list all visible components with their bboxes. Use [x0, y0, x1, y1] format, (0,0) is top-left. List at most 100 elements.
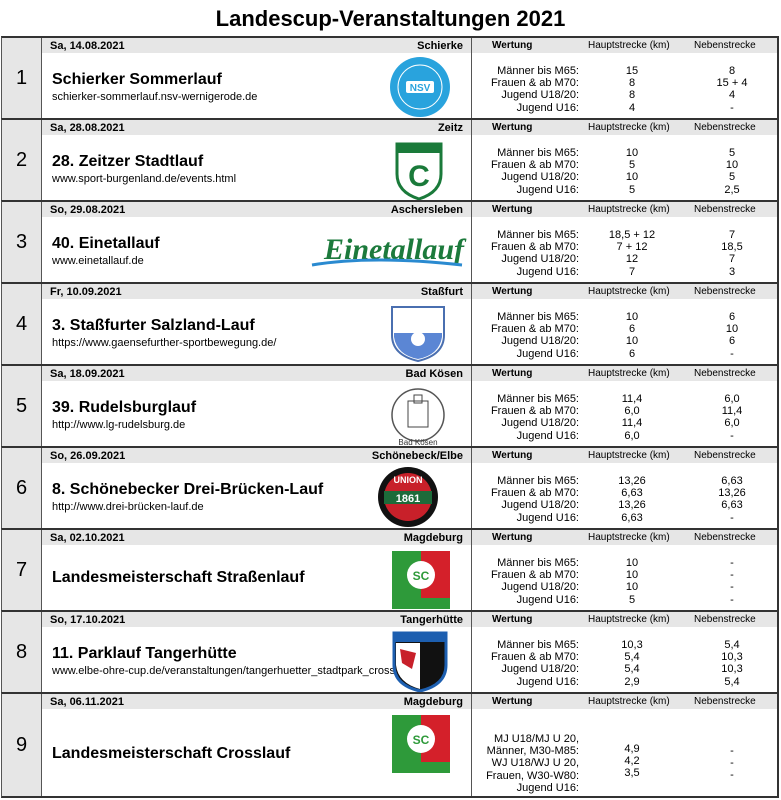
secondary-distance: - — [730, 569, 734, 582]
main-distance: 5,4 — [624, 651, 640, 664]
secondary-distance: 5,4 — [724, 675, 740, 688]
secondary-distance: 8 — [728, 65, 736, 77]
wertung-header: Wertung — [492, 614, 533, 625]
page-title: Landescup-Veranstaltungen 2021 — [215, 6, 566, 31]
secondary-distance: 10 — [725, 323, 739, 336]
category-label: MJ U18/MJ U 20, — [494, 733, 579, 745]
event-info: Sa, 06.11.2021 Magdeburg Landesmeistersch… — [42, 694, 472, 796]
event-row: 9 Sa, 06.11.2021 Magdeburg Landesmeisters… — [1, 692, 779, 798]
event-url[interactable]: http://www.drei-brücken-lauf.de — [52, 501, 204, 513]
category-label: Frauen & ab M70: — [490, 159, 579, 172]
event-title: 39. Rudelsburglauf — [52, 399, 197, 416]
secondary-distance: 6,63 — [721, 499, 743, 512]
secondary-distance: 7 — [728, 253, 736, 266]
category-label: Jugend U18/20: — [501, 663, 579, 676]
main-distance: 5 — [628, 593, 636, 606]
event-date: Sa, 18.09.2021 — [50, 368, 125, 380]
category-label: Jugend U18/20: — [501, 417, 579, 430]
einetallauf-logo: Einetallauf — [310, 225, 470, 276]
main-distance: 3,5 — [624, 767, 640, 780]
distances-panel: Wertung Hauptstrecke (km) Nebenstrecke (… — [472, 612, 777, 692]
haupt-header: Hauptstrecke (km) — [588, 286, 670, 297]
category-label: Jugend U16: — [516, 101, 579, 114]
main-distance: 10 — [625, 557, 639, 569]
event-row: 8 So, 17.10.2021 Tangerhütte 11. Parklauf… — [1, 610, 779, 693]
category-label: Frauen & ab M70: — [490, 651, 579, 664]
category-label: Jugend U18/20: — [501, 335, 579, 348]
main-distance: 6,0 — [624, 429, 640, 442]
category-label: Männer bis M65: — [497, 475, 579, 487]
event-number: 8 — [2, 612, 42, 692]
category-label: Männer bis M65: — [497, 557, 579, 569]
main-distance: 4 — [628, 101, 636, 114]
category-label: Männer bis M65: — [497, 229, 579, 241]
category-label: Jugend U18/20: — [501, 581, 579, 594]
category-label: Jugend U16: — [516, 265, 579, 278]
category-label: Jugend U16: — [516, 781, 579, 794]
wertung-header: Wertung — [492, 450, 533, 461]
event-title: 3. Staßfurter Salzland-Lauf — [52, 317, 255, 334]
category-label: Jugend U16: — [516, 675, 579, 688]
event-url[interactable]: www.sport-burgenland.de/events.html — [52, 173, 237, 185]
event-url[interactable]: https://www.gaensefurther-sportbewegung.… — [52, 337, 277, 349]
category-label: Männer bis M65: — [497, 311, 579, 323]
category-label: Frauen, W30-W80: — [486, 769, 579, 782]
main-distance: 11,4 — [621, 393, 643, 405]
svg-text:SC: SC — [413, 733, 430, 747]
category-label: Jugend U18/20: — [501, 171, 579, 184]
event-title: Landesmeisterschaft Straßenlauf — [52, 569, 305, 586]
main-distance: 4,2 — [624, 755, 640, 768]
main-distance: 6,0 — [624, 405, 640, 418]
event-date: So, 26.09.2021 — [50, 450, 126, 462]
secondary-distance: - — [730, 745, 734, 757]
secondary-distance: 2,5 — [724, 183, 740, 196]
wertung-header: Wertung — [492, 204, 533, 215]
secondary-distance: 7 — [728, 229, 736, 241]
secondary-distance: - — [730, 347, 734, 360]
main-distance: 10 — [625, 171, 639, 184]
union-1861-schoenebeck-logo: 1861 UNION — [376, 465, 440, 534]
gaensefurther-sportbewegung-logo — [388, 303, 448, 368]
main-distance: 7 + 12 — [616, 241, 648, 254]
event-title: 8. Schönebecker Drei-Brücken-Lauf — [52, 481, 324, 498]
secondary-distance: - — [730, 769, 734, 782]
svg-text:C: C — [408, 160, 430, 193]
haupt-header: Hauptstrecke (km) — [588, 450, 670, 461]
main-distance: 12 — [625, 253, 639, 266]
event-date: So, 17.10.2021 — [50, 614, 126, 626]
event-row: 7 Sa, 02.10.2021 Magdeburg Landesmeisters… — [1, 528, 779, 610]
distances-panel: Wertung Hauptstrecke (km) Nebenstrecke (… — [472, 120, 777, 200]
main-distance: 13,26 — [618, 499, 646, 512]
main-distance: 6,63 — [621, 487, 643, 500]
secondary-distance: 5 — [728, 171, 736, 184]
secondary-distance: 3 — [728, 265, 736, 278]
svg-text:UNION: UNION — [394, 475, 423, 485]
event-row: 6 So, 26.09.2021 Schönebeck/Elbe 8. Schön… — [1, 446, 779, 528]
event-url[interactable]: schierker-sommerlauf.nsv-wernigerode.de — [52, 91, 258, 103]
secondary-distance: - — [730, 581, 734, 594]
main-distance: 4,9 — [624, 743, 640, 755]
event-row: 1 Sa, 14.08.2021 Schierke Schierker Somme… — [1, 36, 779, 118]
main-distance: 10 — [625, 311, 639, 323]
secondary-distance: - — [730, 429, 734, 442]
event-date: Sa, 28.08.2021 — [50, 122, 125, 134]
event-title: 11. Parklauf Tangerhütte — [52, 645, 237, 662]
haupt-header: Hauptstrecke (km) — [588, 696, 670, 707]
main-distance: 6 — [628, 323, 636, 336]
secondary-distance: 18,5 — [721, 241, 743, 254]
event-title: Landesmeisterschaft Crosslauf — [52, 745, 291, 762]
event-info: So, 26.09.2021 Schönebeck/Elbe 8. Schöneb… — [42, 448, 472, 528]
main-distance: 10,3 — [621, 639, 643, 651]
secondary-distance: 6 — [728, 335, 736, 348]
secondary-distance: 5,4 — [724, 639, 740, 651]
event-number: 6 — [2, 448, 42, 528]
category-label: Jugend U18/20: — [501, 499, 579, 512]
event-number: 9 — [2, 694, 42, 796]
sv-germania-tangerhuette-logo — [392, 631, 448, 698]
event-location: Schönebeck/Elbe — [371, 450, 463, 462]
main-distance: 2,9 — [624, 675, 640, 688]
event-number: 4 — [2, 284, 42, 364]
event-url[interactable]: www.elbe-ohre-cup.de/veranstaltungen/tan… — [52, 665, 396, 677]
event-url[interactable]: http://www.lg-rudelsburg.de — [52, 419, 186, 431]
event-url[interactable]: www.einetallauf.de — [52, 255, 144, 267]
